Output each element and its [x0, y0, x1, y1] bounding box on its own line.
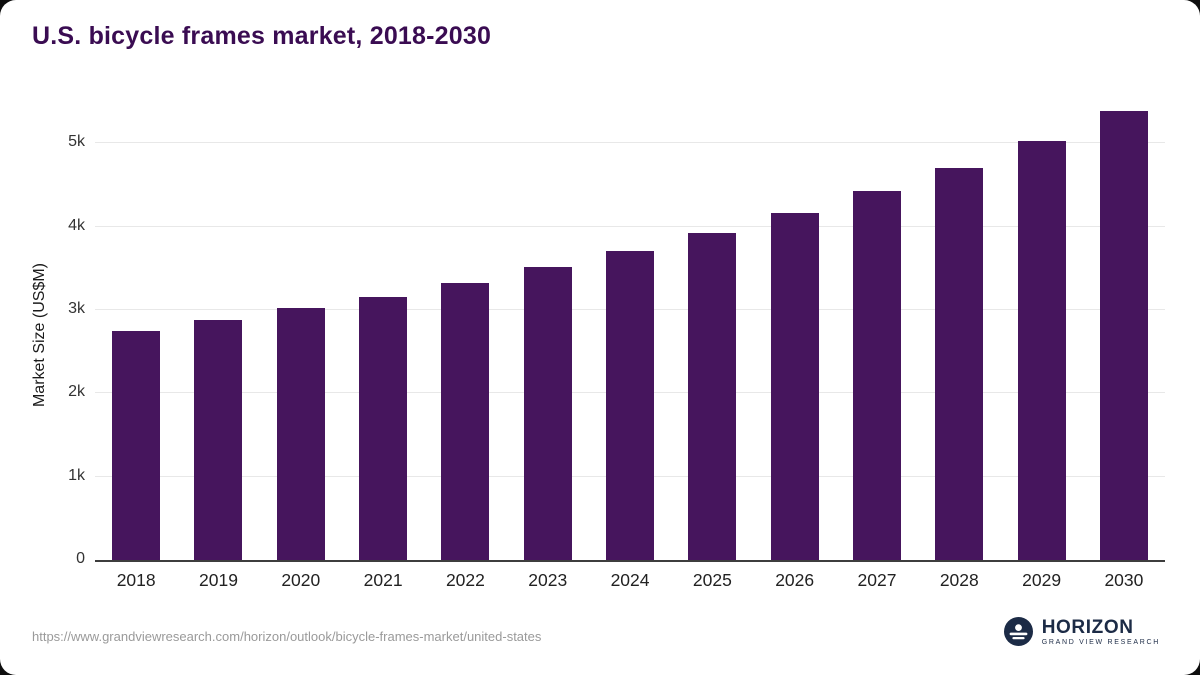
bar-column: [424, 110, 506, 560]
bar-2029: [1017, 140, 1066, 560]
x-tick-label: 2018: [116, 570, 156, 590]
x-tick-label: 2030: [1104, 570, 1144, 590]
logo-name: HORIZON: [1041, 616, 1134, 638]
bar-column: [95, 110, 177, 560]
plot-area: [95, 110, 1165, 562]
bar-column: [1000, 110, 1082, 560]
bar-column: [918, 110, 1000, 560]
bar-2028: [935, 167, 984, 560]
x-tick-label: 2019: [199, 570, 238, 590]
source-url: https://www.grandviewresearch.com/horizo…: [32, 629, 542, 644]
bars: [95, 110, 1165, 560]
x-tick-label: 2023: [528, 570, 568, 590]
x-tick-label: 2022: [445, 570, 485, 590]
bar-2025: [688, 232, 737, 560]
bar-2022: [441, 282, 490, 560]
bar-2026: [770, 212, 819, 560]
x-tick-label: 2020: [281, 570, 321, 590]
logo-text: HORIZON GRAND VIEW RESEARCH: [1042, 618, 1160, 646]
y-tick-label: 3k: [68, 300, 85, 317]
gridline: [95, 142, 1165, 144]
bar-column: [589, 110, 671, 560]
bar-2019: [194, 320, 243, 560]
y-axis-labels: 0 1k 2k 3k 4k 5k: [0, 110, 85, 567]
x-tick-label: 2027: [857, 570, 897, 590]
horizon-sunrise-icon: [1003, 617, 1033, 646]
x-tick-label: 2024: [610, 570, 650, 590]
bar-column: [507, 110, 589, 560]
bar-2030: [1099, 110, 1148, 560]
bar-column: [754, 110, 836, 560]
bar-column: [260, 110, 342, 560]
chart-title: U.S. bicycle frames market, 2018-2030: [32, 22, 492, 50]
bar-2020: [276, 308, 325, 560]
y-tick-label: 0: [76, 550, 85, 567]
brand-logo: HORIZON GRAND VIEW RESEARCH: [1003, 617, 1160, 646]
x-tick-label: 2028: [939, 570, 979, 590]
bar-column: [342, 110, 424, 560]
x-tick-label: 2026: [775, 570, 815, 590]
bar-2027: [852, 190, 901, 560]
x-axis-labels: 2018 2019 2020 2021 2022 2023 2024 2025 2026 2027…: [95, 570, 1165, 591]
y-tick-label: 5k: [68, 133, 85, 151]
x-tick-label: 2025: [692, 570, 732, 590]
y-tick-label: 4k: [68, 216, 85, 234]
y-tick-label: 2k: [68, 383, 85, 401]
x-tick-label: 2021: [363, 570, 403, 590]
y-tick-label: 1k: [68, 466, 85, 484]
bar-column: [1083, 110, 1165, 560]
bar-column: [671, 110, 753, 560]
bar-2024: [606, 250, 655, 560]
bar-2023: [523, 266, 572, 560]
x-tick-label: 2029: [1022, 570, 1062, 590]
bar-column: [836, 110, 918, 560]
bar-2018: [112, 330, 161, 560]
logo-subtitle: GRAND VIEW RESEARCH: [1041, 638, 1160, 646]
gridline: [95, 225, 1165, 227]
bar-2021: [359, 296, 408, 560]
bar-column: [177, 110, 259, 560]
